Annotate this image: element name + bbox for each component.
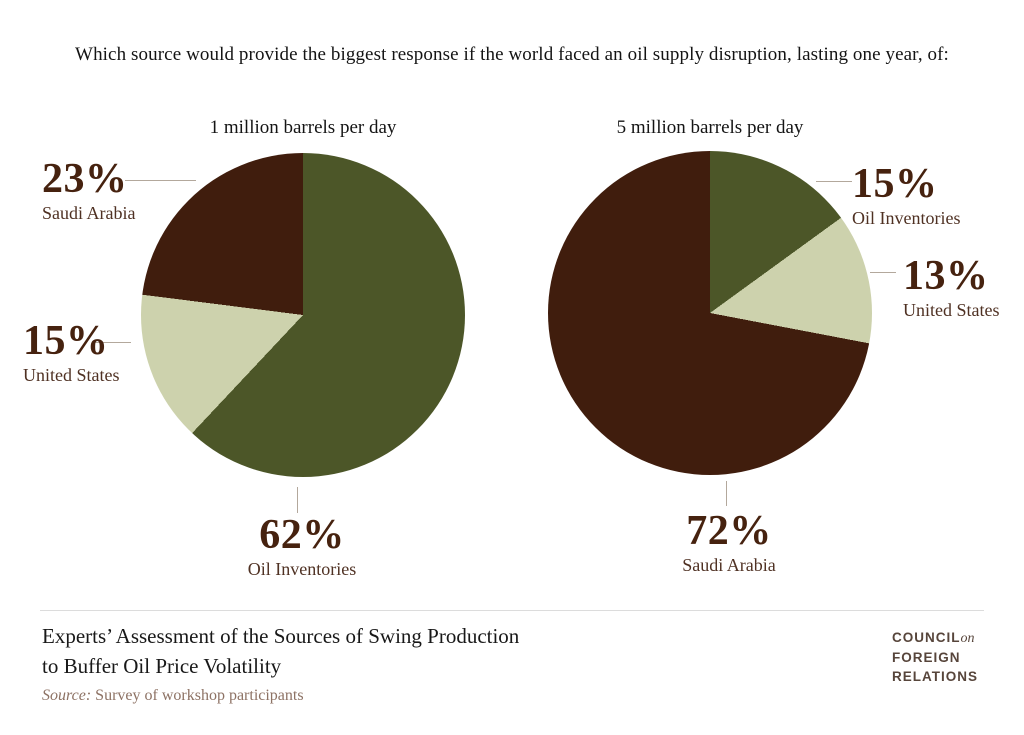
- leader-line-oil-inventories-2: [816, 181, 852, 182]
- source-line: Source: Survey of workshop participants: [42, 687, 304, 705]
- slice-label: United States: [903, 300, 1000, 320]
- slice-callout-oil-inventories-1: 62% Oil Inventories: [242, 514, 362, 578]
- leader-line-united-states-2: [870, 272, 896, 273]
- cfr-logo: COUNCILon FOREIGN RELATIONS: [892, 628, 978, 686]
- slice-percent: 15%: [852, 161, 938, 207]
- leader-line-saudi-arabia-2: [726, 481, 727, 506]
- slice-callout-united-states-1: 15% United States: [23, 320, 120, 384]
- page-title: Which source would provide the biggest r…: [75, 44, 949, 65]
- slice-label: United States: [23, 365, 120, 385]
- slice-label: Saudi Arabia: [42, 203, 136, 223]
- footer-divider: [40, 610, 984, 611]
- cfr-logo-line2: FOREIGN: [892, 650, 961, 665]
- slice-label: Oil Inventories: [852, 208, 961, 228]
- pie-chart-1mbd: [141, 153, 465, 477]
- cfr-logo-line3: RELATIONS: [892, 669, 978, 684]
- source-label: Source:: [42, 687, 92, 704]
- figure-title-line1: Experts’ Assessment of the Sources of Sw…: [42, 624, 520, 648]
- cfr-logo-line1: COUNCILon: [892, 630, 975, 646]
- slice-label: Oil Inventories: [247, 559, 357, 579]
- slice-callout-saudi-arabia-2: 72% Saudi Arabia: [669, 510, 789, 574]
- slice-callout-oil-inventories-2: 15% Oil Inventories: [852, 163, 960, 227]
- slice-percent: 62%: [259, 512, 345, 558]
- slice-percent: 15%: [23, 318, 109, 364]
- leader-line-united-states-1: [95, 342, 131, 343]
- leader-line-saudi-arabia-1: [125, 180, 196, 181]
- leader-line-oil-inventories-1: [297, 487, 298, 513]
- slice-percent: 13%: [903, 253, 989, 299]
- pie-chart-5mbd: [548, 151, 872, 475]
- slice-callout-saudi-arabia-1: 23% Saudi Arabia: [42, 158, 135, 222]
- slice-percent: 72%: [686, 508, 772, 554]
- figure-title-line2: to Buffer Oil Price Volatility: [42, 654, 282, 678]
- chart-title-5mbd: 5 million barrels per day: [616, 117, 804, 138]
- slice-percent: 23%: [42, 156, 128, 202]
- slice-callout-united-states-2: 13% United States: [903, 255, 1000, 319]
- cfr-logo-on: on: [960, 631, 975, 646]
- figure-title: Experts’ Assessment of the Sources of Sw…: [42, 621, 519, 681]
- source-text: Survey of workshop participants: [91, 687, 304, 704]
- slice-label: Saudi Arabia: [682, 555, 776, 575]
- chart-title-1mbd: 1 million barrels per day: [209, 117, 397, 138]
